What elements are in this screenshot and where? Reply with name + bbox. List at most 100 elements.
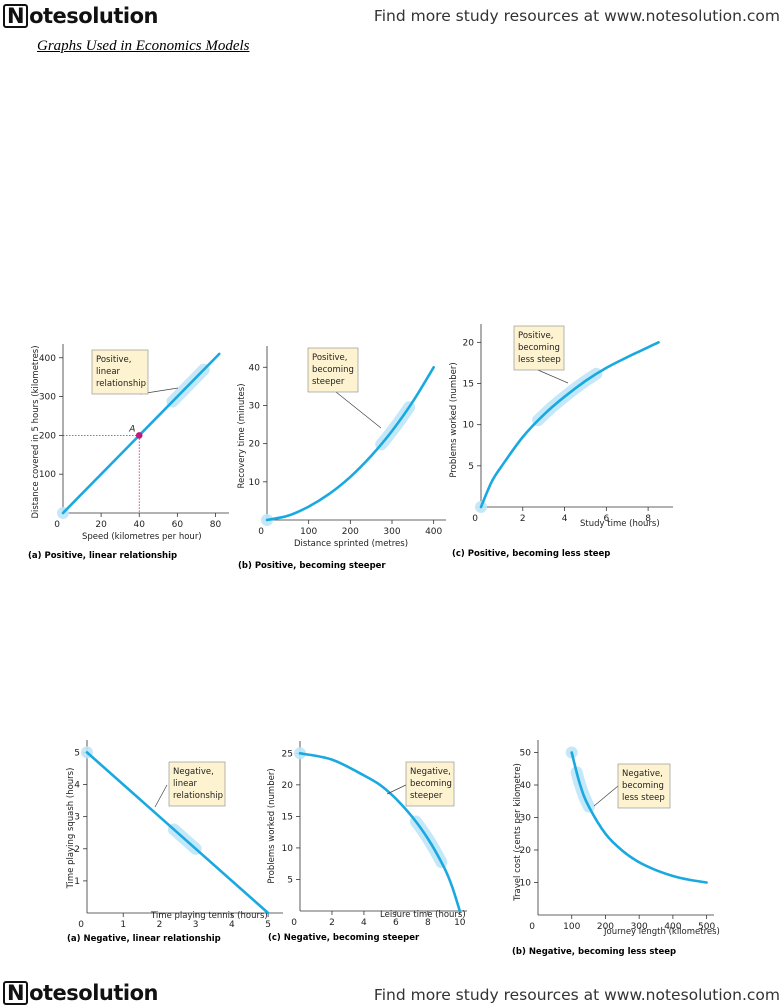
logo-mark-icon: N [3, 4, 29, 28]
y-tick-label: 20 [520, 846, 532, 856]
note-box [617, 763, 671, 809]
note-text: Positive, [518, 331, 553, 341]
y-tick-label: 3 [74, 813, 80, 823]
y-tick-label: 20 [249, 440, 261, 450]
x-tick-label: 3 [193, 920, 199, 930]
y-tick-label: 10 [249, 478, 261, 488]
x-tick-label: 200 [342, 527, 359, 537]
x-tick-label: 500 [698, 922, 715, 932]
note-box [307, 347, 359, 393]
note-text: becoming [518, 343, 560, 353]
origin-label: 0 [472, 514, 478, 524]
header-logo-text: otesolution [29, 4, 158, 28]
data-curve [298, 752, 462, 913]
y-tick-label: 40 [249, 363, 261, 373]
y-tick-label: 400 [39, 354, 56, 364]
x-tick-label: 4 [361, 918, 367, 928]
note-text: less steep [518, 355, 561, 365]
note-leader-line [537, 369, 569, 384]
note-text: less steep [622, 793, 665, 803]
x-axis-title: Study time (hours) [580, 519, 660, 529]
chart-caption: (b) Negative, becoming less steep [512, 947, 676, 957]
data-curve [570, 751, 708, 884]
x-tick-label: 300 [383, 527, 400, 537]
x-tick-label: 4 [562, 514, 568, 524]
x-tick-label: 80 [210, 520, 222, 530]
note-text: steeper [312, 377, 345, 387]
x-axis-title: Speed (kilometres per hour) [82, 532, 202, 542]
y-tick-label: 5 [468, 462, 474, 472]
x-tick-label: 40 [134, 520, 146, 530]
note-leader-line [335, 391, 382, 429]
x-tick-label: 400 [664, 922, 681, 932]
origin-label: 0 [291, 918, 297, 928]
y-tick-label: 5 [74, 748, 80, 758]
x-tick-label: 20 [95, 520, 107, 530]
x-tick-label: 100 [563, 922, 580, 932]
x-tick-label: 400 [425, 527, 442, 537]
note-text: Positive, [96, 355, 131, 365]
y-tick-label: 4 [74, 781, 80, 791]
footer-logo-text: otesolution [29, 981, 158, 1005]
point-a-label: A [128, 424, 135, 434]
y-tick-label: 100 [39, 470, 56, 480]
chart-caption: (c) Positive, becoming less steep [452, 549, 610, 559]
x-axis-title: Journey length (kilometres) [603, 927, 720, 937]
x-tick-label: 6 [603, 514, 609, 524]
y-tick-label: 30 [249, 401, 261, 411]
x-axis-title: Distance sprinted (metres) [294, 539, 408, 549]
note-box [405, 761, 455, 807]
y-tick-label: 5 [287, 875, 293, 885]
y-tick-label: 10 [463, 421, 475, 431]
y-tick-label: 30 [520, 814, 532, 824]
x-tick-label: 200 [597, 922, 614, 932]
y-tick-label: 20 [282, 781, 294, 791]
y-tick-label: 1 [74, 877, 80, 887]
x-tick-label: 5 [265, 920, 271, 930]
chart-caption: (c) Negative, becoming steeper [268, 933, 420, 943]
y-tick-label: 200 [39, 431, 56, 441]
note-box [513, 325, 565, 371]
x-axis-title: Time playing tennis (hours) [150, 911, 268, 921]
chart-positive-linear: 20 40 60 80 100 200 300 400 0 Speed (kilometres p… [28, 344, 229, 561]
y-tick-label: 10 [282, 844, 294, 854]
note-leader-line [386, 783, 409, 795]
note-box [91, 349, 149, 395]
note-text: relationship [96, 379, 146, 389]
footer-logo-mark-icon: N [3, 981, 29, 1005]
y-axis-title: Time playing squash (hours) [66, 768, 76, 890]
chart-caption: (a) Positive, linear relationship [28, 551, 177, 561]
note-leader-line [154, 784, 168, 808]
footer-promo: Find more study resources at www.notesol… [373, 986, 780, 1004]
origin-label: 0 [78, 920, 84, 930]
y-tick-label: 300 [39, 393, 56, 403]
chart-negative-linear: 1 2 3 4 5 1 2 3 4 5 0 Time playing tennis (hours) Ti… [66, 740, 283, 944]
y-axis-title: Travel cost (cents per kilometre) [513, 763, 523, 902]
x-tick-label: 300 [631, 922, 648, 932]
note-text: linear [173, 779, 198, 789]
y-tick-label: 25 [282, 749, 293, 759]
note-text: steeper [410, 791, 443, 801]
y-tick-label: 10 [520, 879, 532, 889]
data-curve [85, 751, 270, 915]
y-tick-label: 2 [74, 845, 80, 855]
chart-positive-less-steep: 2 4 6 8 5 10 15 20 0 Study time (hours) Problems w… [449, 324, 673, 559]
note-text: Negative, [173, 767, 214, 777]
page-heading: Graphs Used in Economics Models [37, 38, 250, 54]
data-curve [479, 341, 660, 509]
y-tick-label: 20 [463, 338, 475, 348]
header-promo: Find more study resources at www.notesol… [373, 7, 780, 25]
y-tick-label: 15 [463, 380, 474, 390]
note-text: linear [96, 367, 121, 377]
x-tick-label: 60 [172, 520, 184, 530]
y-tick-label: 15 [282, 812, 293, 822]
y-tick-label: 40 [520, 781, 532, 791]
note-box [168, 761, 226, 807]
x-tick-label: 4 [229, 920, 235, 930]
note-text: becoming [622, 781, 664, 791]
origin-label: 0 [258, 527, 264, 537]
chart-negative-steeper: 2 4 6 8 10 5 10 15 20 25 0 Leisure time (hours) Prob… [267, 741, 467, 943]
